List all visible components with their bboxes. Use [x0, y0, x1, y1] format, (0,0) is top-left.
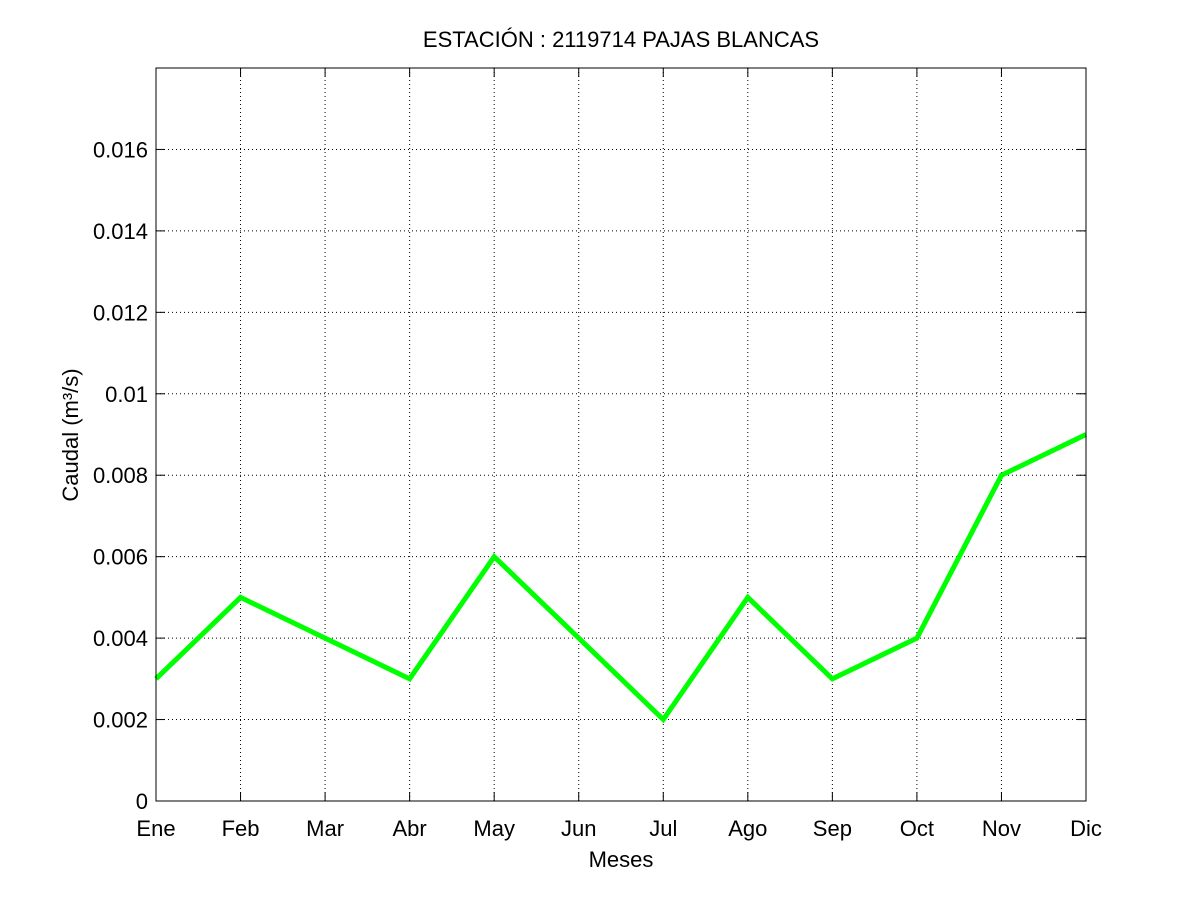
- y-tick-label: 0.01: [105, 382, 148, 407]
- y-tick-label: 0.012: [93, 300, 148, 325]
- y-tick-label: 0.008: [93, 463, 148, 488]
- x-tick-label: Oct: [900, 816, 934, 841]
- x-tick-label: Feb: [222, 816, 260, 841]
- x-tick-label: Mar: [306, 816, 344, 841]
- x-tick-label: Abr: [393, 816, 427, 841]
- y-tick-labels: 0 0.002 0.004 0.006 0.008 0.01 0.012 0.014 0.016: [93, 137, 148, 814]
- x-tick-label: Jul: [649, 816, 677, 841]
- x-tick-label: Ene: [136, 816, 175, 841]
- x-tick-labels: Ene Feb Mar Abr May Jun Jul Ago Sep Oct Nov Dic: [136, 816, 1101, 841]
- y-axis-title: Caudal (m³/s): [58, 368, 83, 501]
- tick-marks: [155, 68, 1087, 802]
- x-tick-label: May: [473, 816, 515, 841]
- x-tick-label: Nov: [982, 816, 1021, 841]
- y-tick-label: 0.006: [93, 545, 148, 570]
- x-tick-label: Dic: [1070, 816, 1102, 841]
- y-tick-label: 0.002: [93, 708, 148, 733]
- y-tick-label: 0: [136, 789, 148, 814]
- x-tick-label: Sep: [813, 816, 852, 841]
- plot-frame: [155, 67, 1087, 802]
- y-tick-label: 0.004: [93, 626, 148, 651]
- chart-title: ESTACIÓN : 2119714 PAJAS BLANCAS: [423, 27, 819, 52]
- series-line: [154, 432, 1088, 724]
- grid-lines: [156, 68, 1086, 801]
- plot-background: [156, 68, 1086, 801]
- y-tick-label: 0.014: [93, 219, 148, 244]
- x-tick-label: Ago: [728, 816, 767, 841]
- y-tick-label: 0.016: [93, 137, 148, 162]
- x-tick-label: Jun: [561, 816, 596, 841]
- x-axis-title: Meses: [589, 847, 654, 872]
